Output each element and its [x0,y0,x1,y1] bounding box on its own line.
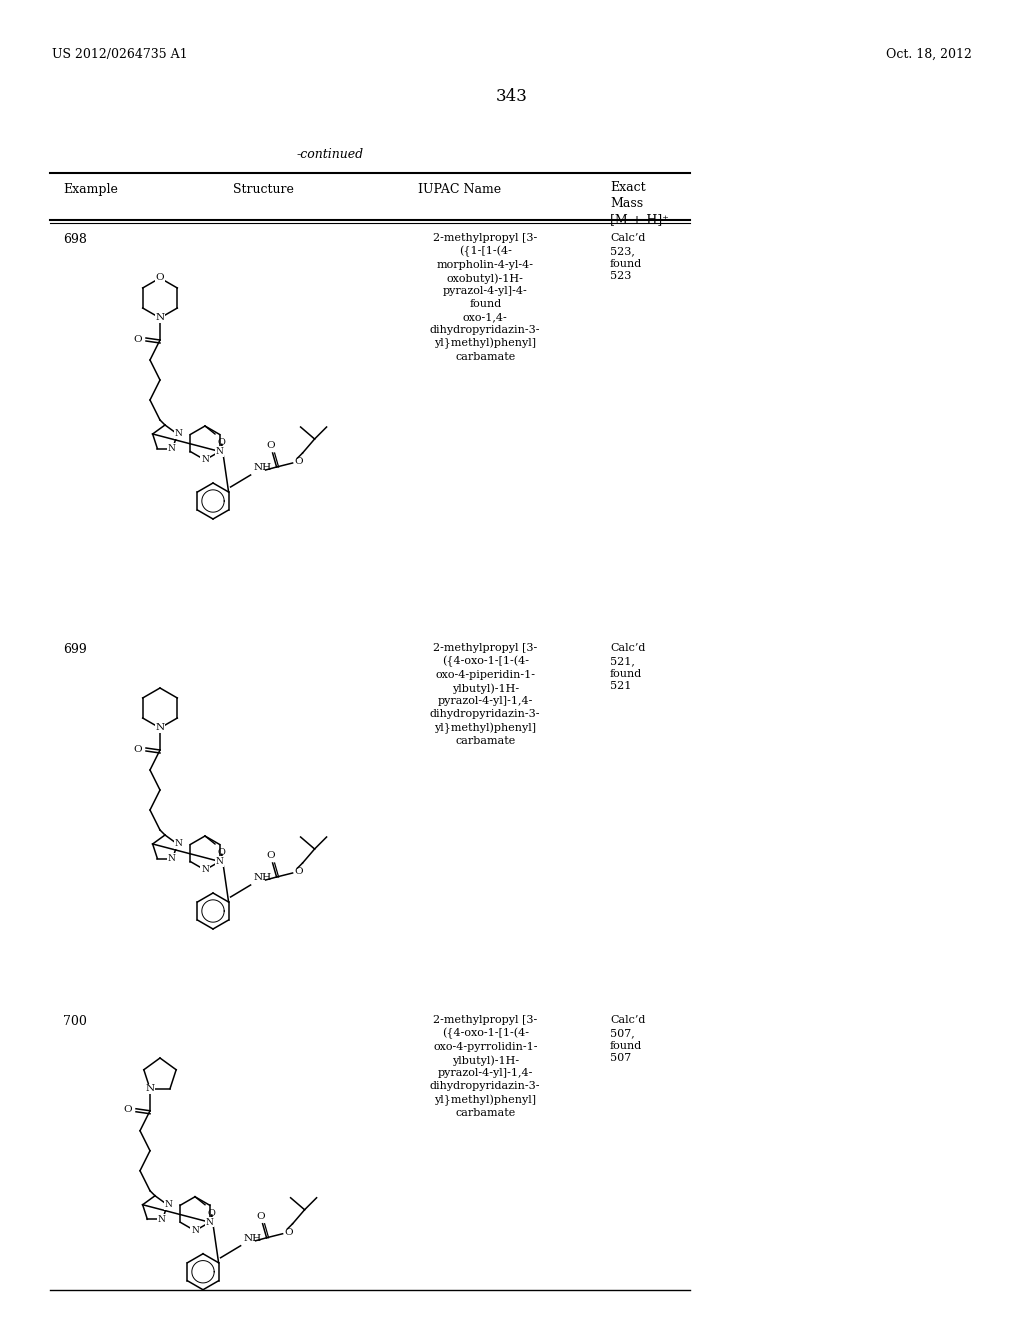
Text: O: O [285,1228,293,1237]
Text: N: N [168,854,175,863]
Text: O: O [156,273,164,282]
Text: 698: 698 [63,234,87,246]
Text: Structure: Structure [232,183,294,195]
Text: Exact
Mass
[M + H]⁺: Exact Mass [M + H]⁺ [610,181,669,226]
Text: O: O [256,1212,265,1221]
Text: O: O [217,438,225,447]
Text: O: O [295,458,303,466]
Text: Calc’d
507,
found
507: Calc’d 507, found 507 [610,1015,645,1064]
Text: N: N [201,455,209,465]
Text: 699: 699 [63,643,87,656]
Text: N: N [156,314,165,322]
Text: NH: NH [254,873,271,882]
Text: N: N [216,857,223,866]
Text: O: O [207,1209,215,1218]
Text: Calc’d
523,
found
523: Calc’d 523, found 523 [610,234,645,281]
Text: O: O [123,1105,132,1114]
Text: 2-methylpropyl [3-
({4-oxo-1-[1-(4-
oxo-4-pyrrolidin-1-
ylbutyl)-1H-
pyrazol-4-y: 2-methylpropyl [3- ({4-oxo-1-[1-(4- oxo-… [430,1015,541,1118]
Text: 343: 343 [496,88,528,106]
Text: N: N [145,1084,155,1093]
Text: 2-methylpropyl [3-
({4-oxo-1-[1-(4-
oxo-4-piperidin-1-
ylbutyl)-1H-
pyrazol-4-yl: 2-methylpropyl [3- ({4-oxo-1-[1-(4- oxo-… [430,643,541,746]
Text: O: O [295,867,303,876]
Text: N: N [216,447,223,455]
Text: O: O [133,334,142,343]
Text: IUPAC Name: IUPAC Name [419,183,502,195]
Text: O: O [217,847,225,857]
Text: O: O [266,441,274,450]
Text: NH: NH [244,1234,262,1242]
Text: NH: NH [254,463,271,473]
Text: 2-methylpropyl [3-
({1-[1-(4-
morpholin-4-yl-4-
oxobutyl)-1H-
pyrazol-4-yl]-4-
f: 2-methylpropyl [3- ({1-[1-(4- morpholin-… [430,234,541,362]
Text: N: N [191,1226,199,1236]
Text: N: N [165,1200,172,1209]
Text: Oct. 18, 2012: Oct. 18, 2012 [886,48,972,61]
Text: 700: 700 [63,1015,87,1028]
Text: N: N [168,444,175,453]
Text: Calc’d
521,
found
521: Calc’d 521, found 521 [610,643,645,692]
Text: US 2012/0264735 A1: US 2012/0264735 A1 [52,48,187,61]
Text: N: N [201,866,209,874]
Text: N: N [174,840,182,849]
Text: N: N [158,1214,166,1224]
Text: O: O [266,851,274,861]
Text: O: O [133,744,142,754]
Text: N: N [156,723,165,733]
Text: N: N [174,429,182,438]
Text: Example: Example [63,183,118,195]
Text: N: N [206,1218,214,1226]
Text: -continued: -continued [296,148,364,161]
